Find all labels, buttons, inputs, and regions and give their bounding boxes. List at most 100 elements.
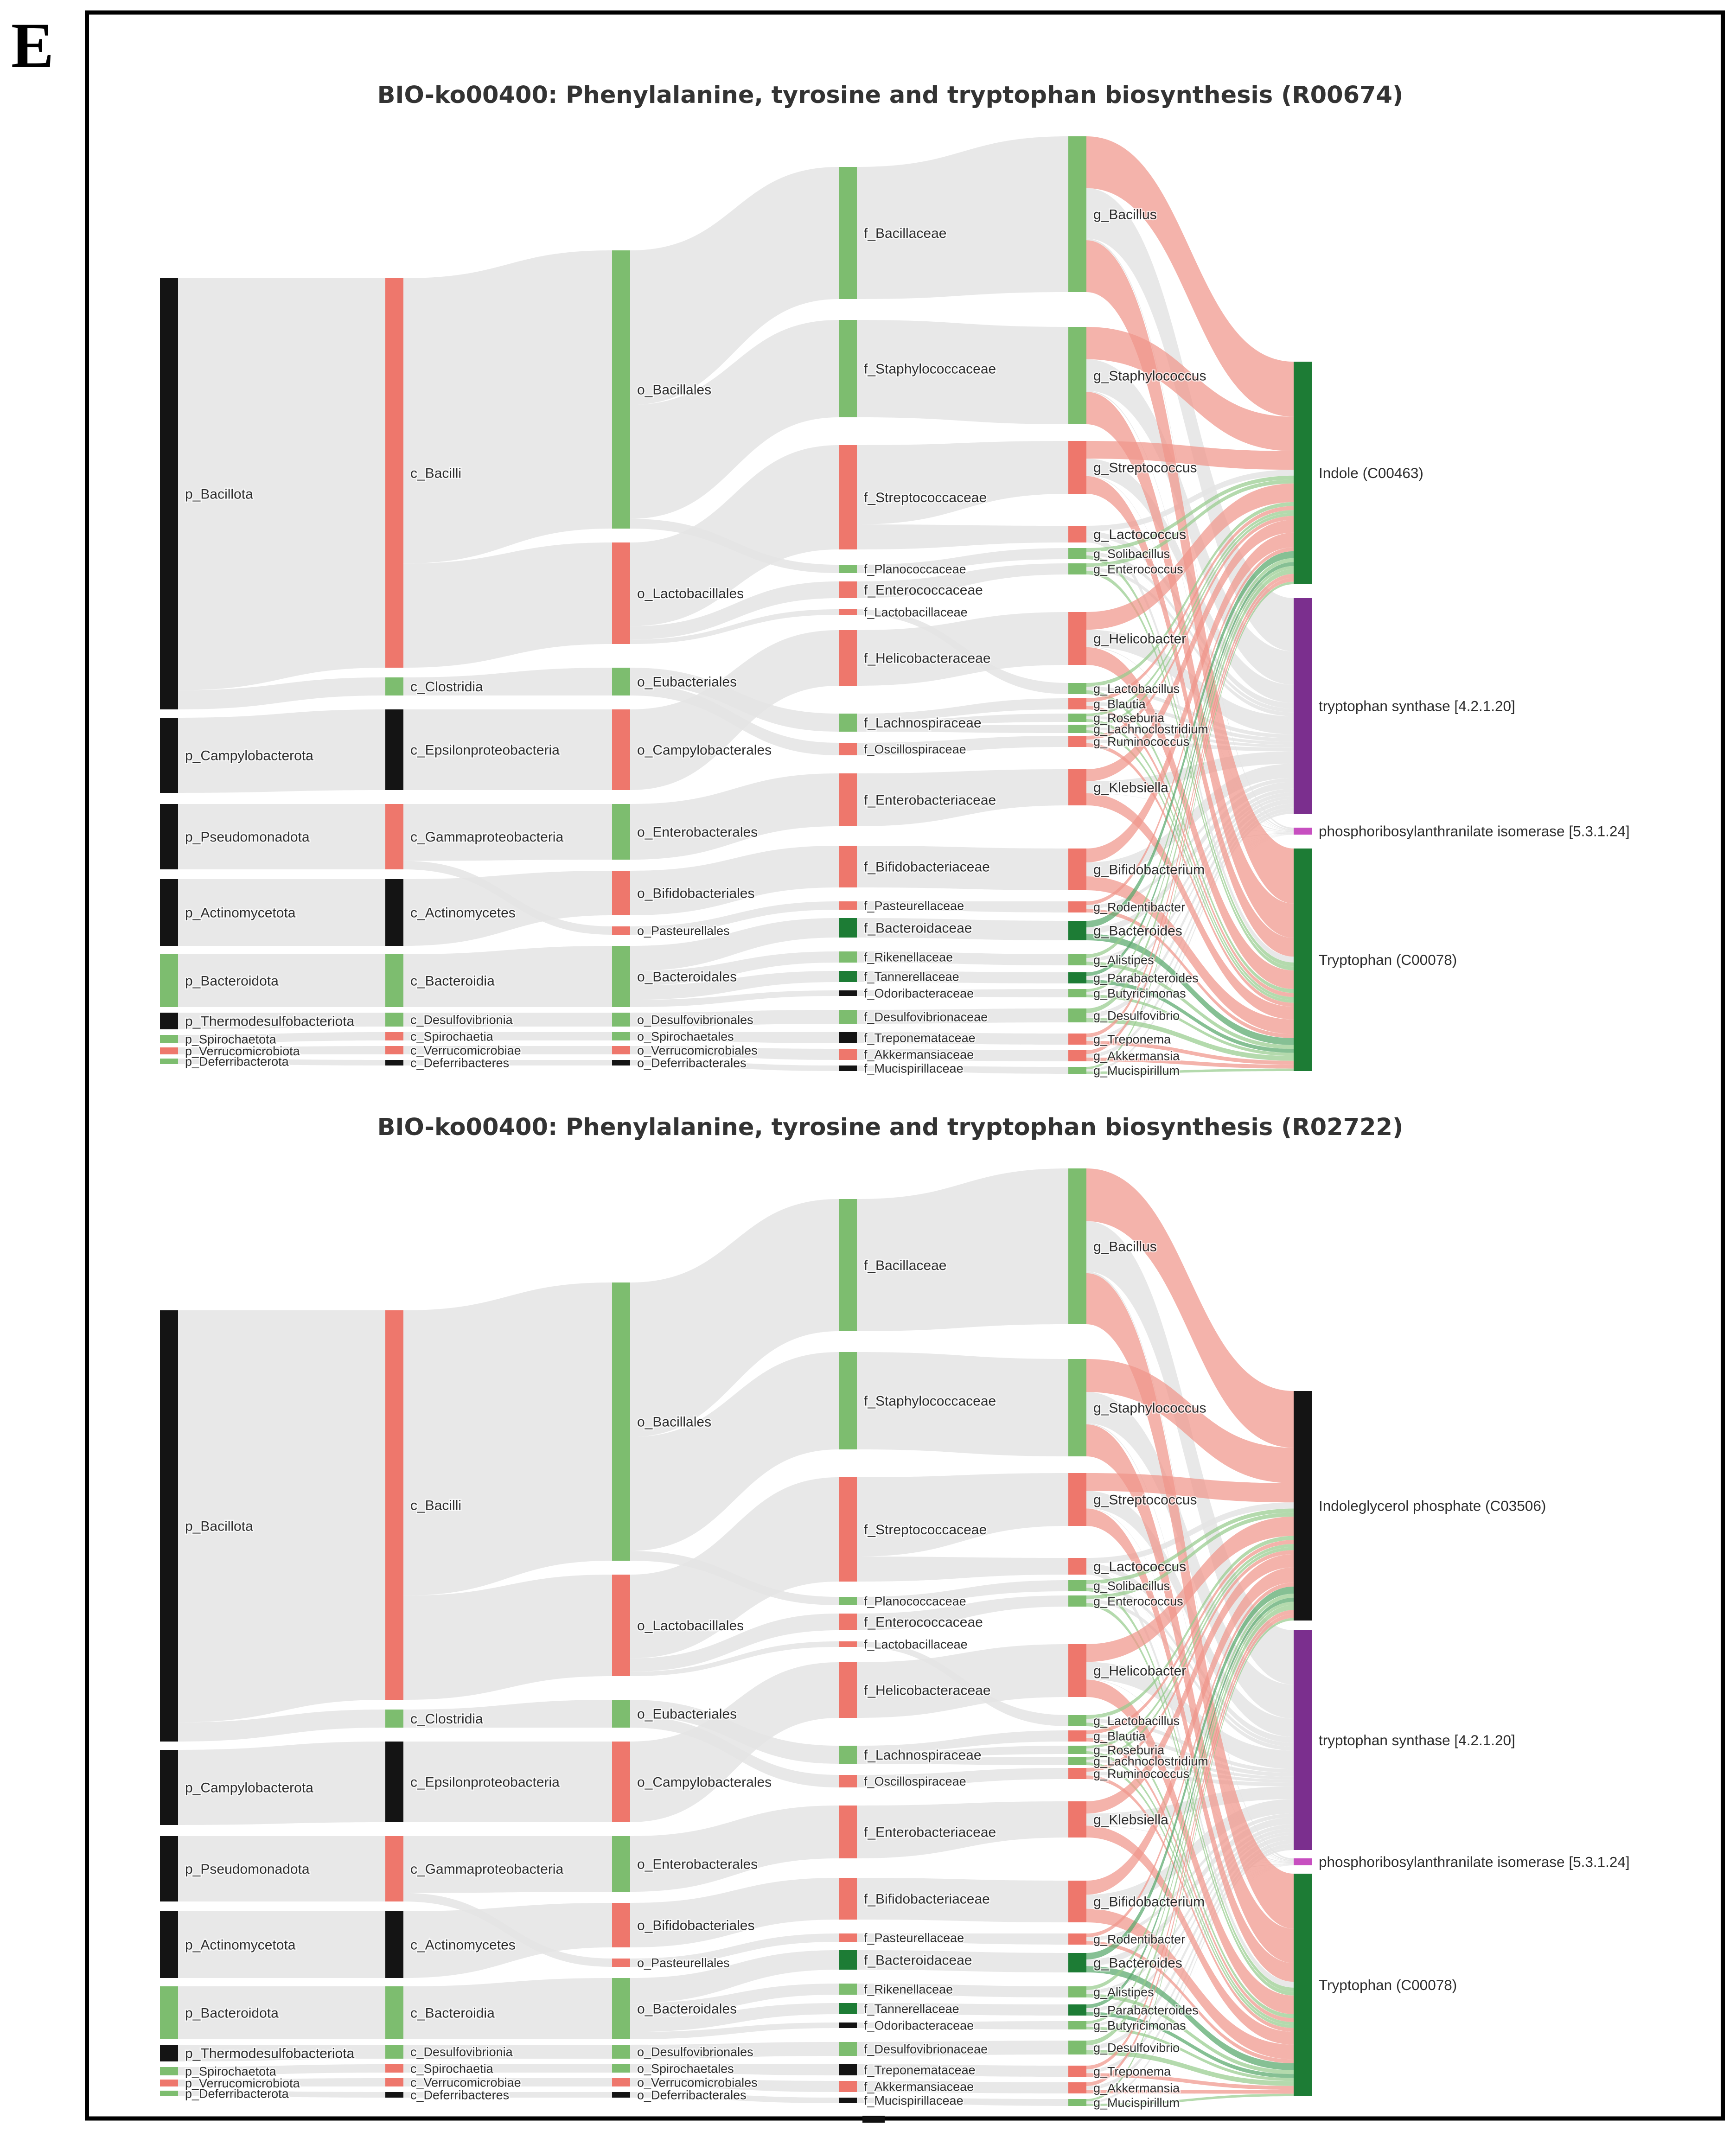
node-p_Campylobacterota bbox=[160, 1750, 178, 1825]
flow-g_Solibacillus-R00674-indole bbox=[1086, 475, 1294, 552]
label-f_Treponemataceae: f_Treponemataceae bbox=[864, 1031, 976, 1045]
label-g_Desulfovibrio: g_Desulfovibrio bbox=[1093, 2041, 1180, 2054]
node-p_Bacillota bbox=[160, 278, 178, 709]
label-f_Rikenellaceae: f_Rikenellaceae bbox=[864, 1982, 953, 1996]
label-g_Desulfovibrio: g_Desulfovibrio bbox=[1093, 1008, 1180, 1022]
flow-f_Lachnospiraceae-g_Blautia bbox=[857, 698, 1068, 721]
node-c_Epsilonproteobacteria bbox=[385, 709, 403, 790]
node-f_Streptococcaceae bbox=[839, 1477, 857, 1582]
node-c_Bacteroidia bbox=[385, 954, 403, 1007]
label-f_Enterococcaceae: f_Enterococcaceae bbox=[864, 583, 983, 598]
flow-o_Enterobacterales-f_Enterobacteriaceae bbox=[630, 773, 839, 860]
flow-c_Verrucomicrobiae-o_Verrucomicrobiales bbox=[403, 2078, 612, 2086]
label-f_Tannerellaceae: f_Tannerellaceae bbox=[864, 2002, 959, 2016]
label-o_Bacteroidales: o_Bacteroidales bbox=[637, 2002, 737, 2017]
label-p_Actinomycetota: p_Actinomycetota bbox=[185, 906, 296, 921]
flow-f_Planococcaceae-g_Solibacillus bbox=[857, 548, 1068, 573]
flow-o_Enterobacterales-f_Enterobacteriaceae bbox=[630, 1806, 839, 1892]
flow-c_Epsilonproteobacteria-o_Campylobacterales bbox=[403, 709, 612, 790]
flow-p_Verrucomicrobiota-c_Verrucomicrobiae bbox=[178, 1046, 385, 1054]
label-g_Lactobacillus: g_Lactobacillus bbox=[1093, 1714, 1180, 1728]
label-g_Helicobacter: g_Helicobacter bbox=[1093, 1664, 1186, 1679]
flow-c_Deferribacteres-o_Deferribacterales bbox=[403, 1060, 612, 1066]
flow-o_Bacillales-f_Staphylococcaceae bbox=[630, 1352, 839, 1551]
label-f_Bacteroidaceae: f_Bacteroidaceae bbox=[864, 1953, 972, 1968]
flow-g_Mucispirillum-R02722-trp-synthase bbox=[1086, 1847, 1294, 2104]
flow-c_Spirochaetia-o_Spirochaetales bbox=[403, 2064, 612, 2073]
flow-p_Spirochaetota-c_Spirochaetia bbox=[178, 2064, 385, 2075]
label-o_Lactobacillales: o_Lactobacillales bbox=[637, 586, 744, 601]
label-g_Klebsiella: g_Klebsiella bbox=[1093, 780, 1168, 796]
flow-f_Desulfovibrionaceae-g_Desulfovibrio bbox=[857, 2041, 1068, 2056]
node-g_Mucispirillum bbox=[1068, 1067, 1086, 1074]
node-p_Bacteroidota bbox=[160, 1986, 178, 2039]
label-f_Streptococcaceae: f_Streptococcaceae bbox=[864, 490, 987, 505]
label-p_Spirochaetota: p_Spirochaetota bbox=[185, 2064, 277, 2078]
flow-g_Lachnoclostridium-R02722-tryptophan bbox=[1086, 1762, 1294, 2028]
flow-o_Pasteurellales-f_Pasteurellaceae bbox=[630, 1933, 839, 1967]
node-p_Thermodesulfobacteriota bbox=[160, 2045, 178, 2061]
node-f_Akkermansiaceae bbox=[839, 2081, 857, 2092]
flow-g_Lactococcus-R02722-igp bbox=[1086, 1502, 1294, 1564]
chart-title-r02722: BIO-ko00400: Phenylalanine, tyrosine and… bbox=[377, 1114, 1404, 1141]
bottom-tick bbox=[862, 2116, 885, 2123]
flow-o_Bacteroidales-f_Bacteroidaceae bbox=[630, 1950, 839, 2003]
flow-f_Odoribacteraceae-g_Butyricimonas bbox=[857, 2021, 1068, 2029]
flow-g_Bacillus-R02722-trp-synthase bbox=[1086, 1221, 1294, 1685]
node-g_Treponema bbox=[1068, 2066, 1086, 2077]
label-c_Actinomycetes: c_Actinomycetes bbox=[410, 906, 516, 921]
flow-o_Lactobacillales-f_Enterococcaceae bbox=[630, 1614, 839, 1672]
flow-g_Mucispirillum-R00674-tryptophan bbox=[1086, 1068, 1294, 1074]
node-g_Rodentibacter bbox=[1068, 1933, 1086, 1945]
flow-g_Desulfovibrio-R02722-igp bbox=[1086, 1605, 1294, 2046]
flow-p_Bacillota-c_Clostridia bbox=[178, 677, 385, 709]
label-o_Spirochaetales: o_Spirochaetales bbox=[637, 2061, 734, 2075]
node-p_Actinomycetota bbox=[160, 1911, 178, 1978]
flow-g_Bifidobacterium-R00674-indole bbox=[1086, 532, 1294, 862]
flow-g_Mucispirillum-R00674-indole bbox=[1086, 581, 1294, 1070]
node-g_Staphylococcus bbox=[1068, 327, 1086, 424]
node-g_Akkermansia bbox=[1068, 1050, 1086, 1061]
label-f_Enterobacteriaceae: f_Enterobacteriaceae bbox=[864, 1825, 996, 1840]
node-g_Helicobacter bbox=[1068, 612, 1086, 665]
label-g_Roseburia: g_Roseburia bbox=[1093, 711, 1165, 725]
label-c_Clostridia: c_Clostridia bbox=[410, 1711, 483, 1727]
node-f_Staphylococcaceae bbox=[839, 1352, 857, 1449]
node-c_Actinomycetes bbox=[385, 1911, 403, 1978]
flow-g_Butyricimonas-R00674-tryptophan bbox=[1086, 995, 1294, 1056]
flow-c_Bacteroidia-o_Bacteroidales bbox=[403, 1978, 612, 2039]
flow-c_Verrucomicrobiae-o_Verrucomicrobiales bbox=[403, 1046, 612, 1054]
flow-g_Roseburia-R02722-igp bbox=[1086, 1544, 1294, 1748]
node-f_Helicobacteraceae bbox=[839, 1662, 857, 1718]
flow-g_Bacillus-R00674-trp-synthase bbox=[1086, 188, 1294, 651]
node-o_Enterobacterales bbox=[612, 804, 630, 860]
label-g_Mucispirillum: g_Mucispirillum bbox=[1093, 2096, 1180, 2110]
flow-g_Treponema-R02722-trp-synthase bbox=[1086, 1840, 1294, 2073]
flow-g_Lactobacillus-R00674-indole bbox=[1086, 502, 1294, 687]
node-p_Bacteroidota bbox=[160, 954, 178, 1007]
flow-p_Thermodesulfobacteriota-c_Desulfovibrionia bbox=[178, 2045, 385, 2061]
flow-g_Roseburia-R00674-trp-synthase bbox=[1086, 716, 1294, 745]
flow-c_Bacilli-o_Lactobacillales bbox=[403, 542, 612, 668]
label-c_Deferribacteres: c_Deferribacteres bbox=[410, 1056, 509, 1070]
node-f_Lachnospiraceae bbox=[839, 1746, 857, 1764]
label-o_Enterobacterales: o_Enterobacterales bbox=[637, 825, 758, 840]
node-R02722-pra-isomerase bbox=[1294, 1858, 1312, 1865]
label-f_Desulfovibrionaceae: f_Desulfovibrionaceae bbox=[864, 1010, 988, 1024]
label-g_Lachnoclostridium: g_Lachnoclostridium bbox=[1093, 722, 1208, 736]
label-g_Bacteroides: g_Bacteroides bbox=[1093, 924, 1182, 939]
node-o_Bifidobacteriales bbox=[612, 1903, 630, 1947]
label-o_Pasteurellales: o_Pasteurellales bbox=[637, 1956, 730, 1970]
label-g_Parabacteroides: g_Parabacteroides bbox=[1093, 971, 1199, 985]
node-f_Oscillospiraceae bbox=[839, 1775, 857, 1787]
flow-p_Thermodesulfobacteriota-c_Desulfovibrionia bbox=[178, 1013, 385, 1029]
flow-g_Treponema-R02722-igp bbox=[1086, 1610, 1294, 2070]
node-g_Bacillus bbox=[1068, 136, 1086, 292]
flow-g_Bacteroides-R00674-trp-synthase bbox=[1086, 782, 1294, 934]
label-p_Spirochaetota: p_Spirochaetota bbox=[185, 1032, 277, 1046]
node-f_Bifidobacteriaceae bbox=[839, 1878, 857, 1920]
flow-f_Helicobacteraceae-g_Helicobacter bbox=[857, 1644, 1068, 1718]
label-g_Solibacillus: g_Solibacillus bbox=[1093, 1579, 1170, 1593]
nodes-R02722: p_Bacillota p_Campylobacterota p_Pseudomon… bbox=[160, 1168, 1630, 2111]
label-c_Epsilonproteobacteria: c_Epsilonproteobacteria bbox=[410, 743, 560, 758]
